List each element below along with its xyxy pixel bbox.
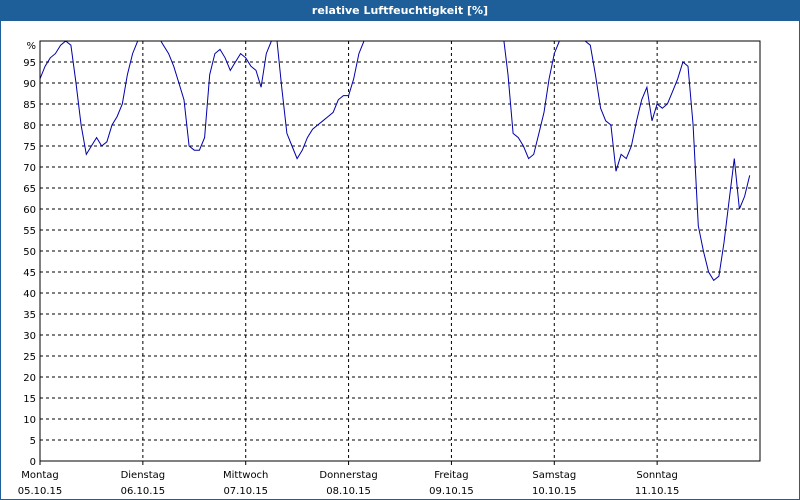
x-tick-day-label: Sonntag xyxy=(636,470,678,481)
y-tick-label: 90 xyxy=(23,79,36,90)
y-tick-label: 30 xyxy=(23,331,36,342)
y-tick-label: 55 xyxy=(23,226,36,237)
x-tick-day-label: Donnerstag xyxy=(319,470,377,481)
y-tick-label: 25 xyxy=(23,352,36,363)
y-tick-label: 20 xyxy=(23,373,36,384)
x-tick-day-label: Dienstag xyxy=(121,470,166,481)
y-tick-label: 5 xyxy=(30,436,36,447)
x-tick-date-label: 09.10.15 xyxy=(429,486,474,497)
x-tick-date-label: 08.10.15 xyxy=(326,486,371,497)
chart-title-bar: relative Luftfeuchtigkeit [%] xyxy=(1,1,799,21)
x-tick-date-label: 11.10.15 xyxy=(635,486,680,497)
x-tick-day-label: Montag xyxy=(21,470,58,481)
plot-border xyxy=(39,40,761,462)
y-unit-label: % xyxy=(26,41,36,52)
x-tick-day-label: Samstag xyxy=(532,470,576,481)
x-tick-date-label: 06.10.15 xyxy=(121,486,166,497)
x-tick-date-label: 10.10.15 xyxy=(532,486,577,497)
chart-title: relative Luftfeuchtigkeit [%] xyxy=(311,4,489,17)
x-tick-date-label: 05.10.15 xyxy=(18,486,63,497)
x-tick-date-label: 07.10.15 xyxy=(223,486,268,497)
y-tick-label: 65 xyxy=(23,184,36,195)
y-tick-label: 15 xyxy=(23,394,36,405)
y-tick-label: 95 xyxy=(23,58,36,69)
y-tick-label: 45 xyxy=(23,268,36,279)
y-tick-label: 70 xyxy=(23,163,36,174)
y-tick-label: 50 xyxy=(23,247,36,258)
y-tick-label: 35 xyxy=(23,310,36,321)
y-tick-label: 0 xyxy=(30,457,36,468)
y-tick-label: 75 xyxy=(23,142,36,153)
y-tick-label: 10 xyxy=(23,415,36,426)
y-tick-label: 80 xyxy=(23,121,36,132)
y-tick-label: 40 xyxy=(23,289,36,300)
y-tick-label: 60 xyxy=(23,205,36,216)
x-tick-day-label: Freitag xyxy=(434,470,468,481)
x-tick-day-label: Mittwoch xyxy=(223,470,268,481)
series-line-humidity xyxy=(40,41,751,282)
y-tick-label: 85 xyxy=(23,100,36,111)
